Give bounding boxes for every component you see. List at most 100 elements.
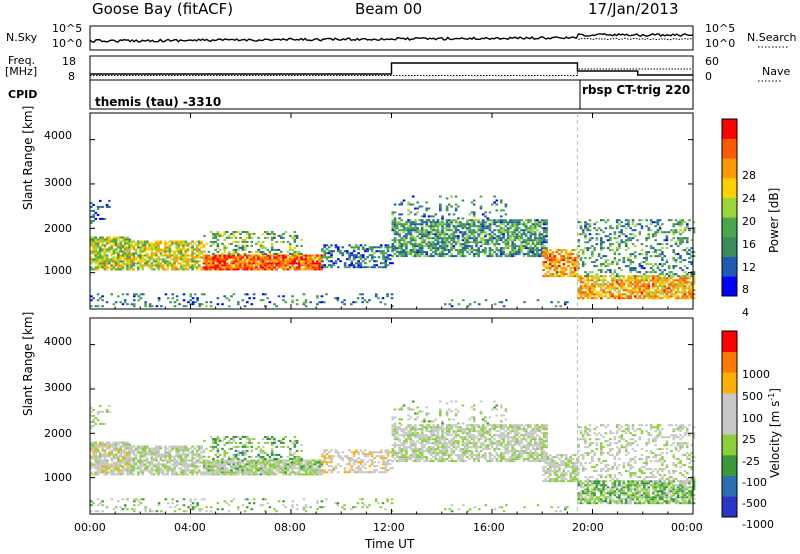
echo-cell bbox=[520, 245, 523, 248]
echo-cell bbox=[379, 262, 383, 265]
echo-cell bbox=[571, 267, 575, 270]
echo-cell bbox=[300, 260, 303, 263]
echo-cell bbox=[99, 469, 102, 472]
echo-cell bbox=[246, 293, 249, 296]
echo-cell bbox=[466, 241, 469, 244]
echo-cell bbox=[649, 267, 653, 270]
echo-cell bbox=[647, 295, 651, 298]
echo-cell bbox=[234, 231, 238, 233]
echo-cell bbox=[686, 275, 689, 278]
echo-cell bbox=[544, 253, 548, 256]
echo-cell bbox=[522, 239, 526, 242]
echo-cell bbox=[266, 268, 269, 271]
echo-cell bbox=[484, 231, 487, 234]
echo-cell bbox=[141, 250, 145, 253]
echo-cell bbox=[663, 291, 666, 294]
echo-cell bbox=[298, 260, 301, 263]
echo-cell bbox=[591, 237, 594, 240]
echo-cell bbox=[531, 239, 535, 242]
echo-cell bbox=[420, 249, 424, 252]
echo-cell bbox=[205, 471, 208, 474]
echo-cell bbox=[534, 235, 537, 238]
echo-cell bbox=[457, 249, 460, 252]
echo-cell bbox=[495, 249, 499, 252]
echo-cell bbox=[94, 268, 98, 271]
echo-cell bbox=[243, 248, 247, 251]
echo-cell bbox=[302, 254, 306, 257]
echo-cell bbox=[649, 279, 653, 282]
echo-cell bbox=[216, 463, 220, 466]
echo-cell bbox=[179, 471, 183, 474]
echo-cell bbox=[640, 267, 644, 270]
echo-cell bbox=[481, 231, 485, 234]
echo-cell bbox=[379, 250, 383, 253]
echo-cell bbox=[291, 459, 294, 462]
echo-cell bbox=[321, 248, 324, 251]
echo-cell bbox=[629, 289, 632, 292]
echo-cell bbox=[676, 287, 680, 290]
echo-cell bbox=[350, 254, 354, 257]
echo-cell bbox=[330, 254, 333, 257]
echo-cell bbox=[123, 459, 127, 462]
echo-cell bbox=[175, 244, 178, 247]
echo-cell bbox=[692, 271, 696, 274]
echo-cell bbox=[420, 225, 424, 228]
echo-cell bbox=[250, 438, 254, 440]
echo-cell bbox=[101, 262, 104, 265]
echo-cell bbox=[457, 253, 460, 256]
echo-cell bbox=[130, 262, 133, 265]
echo-cell bbox=[121, 252, 125, 255]
echo-cell bbox=[282, 233, 285, 235]
echo-cell bbox=[560, 259, 563, 262]
echo-cell bbox=[173, 264, 176, 267]
echo-cell bbox=[647, 287, 651, 290]
echo-cell bbox=[150, 248, 154, 251]
echo-cell bbox=[513, 245, 517, 248]
echo-cell bbox=[243, 465, 247, 468]
echo-cell bbox=[545, 231, 548, 234]
echo-cell bbox=[439, 231, 442, 234]
echo-cell bbox=[304, 256, 308, 259]
echo-cell bbox=[425, 233, 428, 236]
echo-cell bbox=[681, 297, 684, 300]
echo-cell bbox=[182, 451, 185, 454]
echo-cell bbox=[166, 469, 169, 472]
echo-cell bbox=[279, 262, 283, 265]
power-panel bbox=[89, 112, 738, 310]
echo-cell bbox=[688, 253, 691, 256]
echo-cell bbox=[409, 223, 413, 226]
echo-cell bbox=[198, 240, 201, 243]
echo-cell bbox=[558, 261, 561, 264]
echo-cell bbox=[114, 236, 118, 239]
echo-cell bbox=[688, 249, 691, 252]
echo-cell bbox=[441, 243, 444, 246]
echo-cell bbox=[234, 449, 238, 452]
echo-cell bbox=[114, 238, 118, 241]
echo-cell bbox=[141, 465, 145, 468]
echo-cell bbox=[182, 459, 185, 462]
echo-cell bbox=[654, 231, 657, 234]
echo-cell bbox=[155, 469, 158, 472]
echo-cell bbox=[321, 453, 324, 456]
echo-cell bbox=[261, 449, 265, 452]
echo-cell bbox=[155, 254, 158, 257]
echo-cell bbox=[686, 297, 689, 300]
echo-cell bbox=[544, 273, 548, 276]
echo-cell bbox=[450, 243, 453, 246]
echo-cell bbox=[567, 275, 570, 278]
echo-cell bbox=[647, 297, 651, 300]
echo-cell bbox=[205, 461, 208, 464]
echo-cell bbox=[491, 255, 494, 258]
echo-cell bbox=[622, 275, 626, 278]
echo-cell bbox=[352, 258, 356, 261]
echo-cell bbox=[647, 233, 651, 236]
echo-cell bbox=[434, 253, 438, 256]
echo-cell bbox=[534, 249, 537, 252]
echo-cell bbox=[459, 231, 462, 234]
echo-cell bbox=[128, 447, 131, 450]
echo-cell bbox=[638, 231, 642, 234]
echo-cell bbox=[647, 275, 651, 278]
echo-cell bbox=[114, 443, 118, 446]
echo-cell bbox=[491, 221, 494, 224]
echo-cell bbox=[157, 455, 160, 458]
